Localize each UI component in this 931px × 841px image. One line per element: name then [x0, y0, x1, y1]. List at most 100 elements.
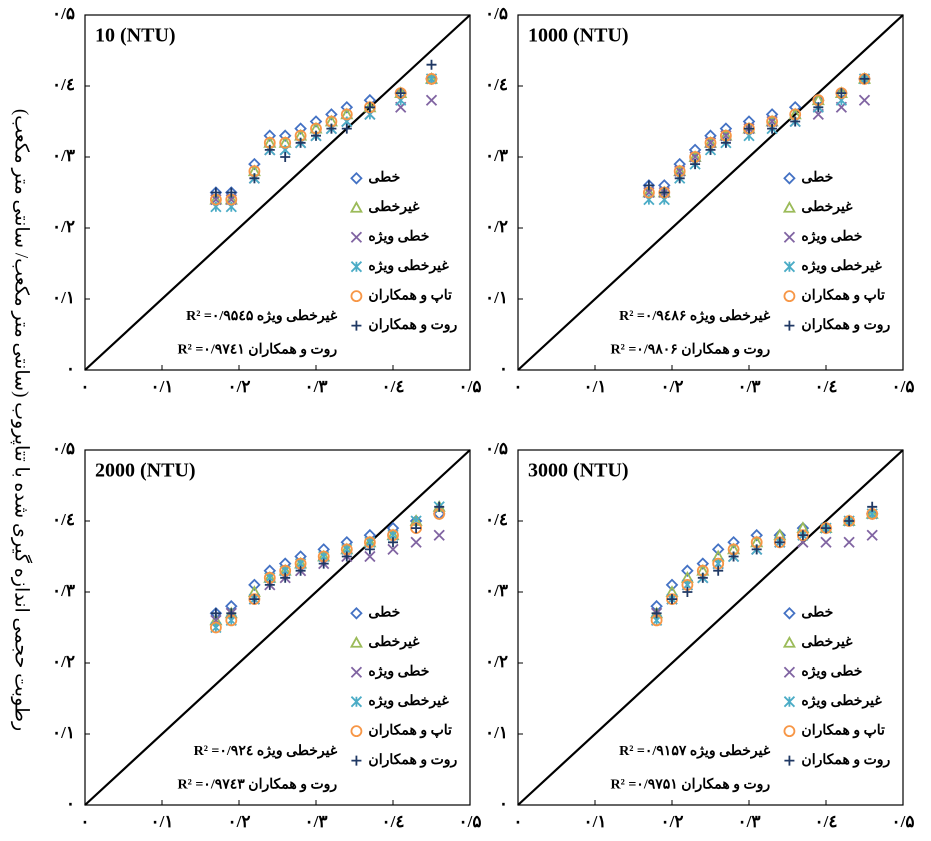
data-point [295, 137, 306, 148]
legend-label: خطی ویژه [368, 664, 429, 679]
subplot: ۰ ۰/۱ ۰/۲ ۰/۳ ۰/٤ ۰/۵ ۰ ۰/۱ ۰/۲ ۰/۳ ۰/٤ ۰/۵ 1000 (NT… [485, 4, 915, 396]
legend-label: تاپ و همکاران [368, 722, 452, 738]
legend-label: خطی [801, 606, 833, 621]
y-tick-label: ۰/٤ [52, 75, 75, 94]
legend-label: غیرخطی ویژه [801, 694, 882, 709]
x-tick-label: ۰/۲ [228, 812, 251, 831]
data-point [410, 536, 422, 548]
x-tick-label: ۰ [513, 377, 522, 396]
data-point [866, 529, 878, 541]
data-point [867, 501, 878, 512]
data-point [859, 73, 870, 84]
data-point [673, 157, 686, 171]
data-point [789, 108, 802, 121]
x-tick-label: ۰/۳ [305, 812, 328, 831]
legend-label: غیرخطی [801, 635, 853, 650]
x-tick-label: ۰/۵ [459, 812, 482, 831]
subplot-title: 3000 (NTU) [528, 460, 629, 482]
data-point [280, 572, 291, 583]
data-point [750, 536, 763, 549]
legend-label: غیرخطی [368, 200, 420, 215]
data-point [719, 122, 733, 135]
legend-marker [783, 290, 796, 302]
annotation: روت و همکاران R² =۰/۹۷۵۱ [611, 777, 771, 793]
data-point [720, 129, 732, 142]
data-point [711, 543, 725, 556]
data-point [263, 136, 276, 149]
data-point [340, 108, 353, 121]
data-point [720, 137, 731, 148]
y-tick-label: ۰/۱ [52, 723, 75, 742]
legend-label: روت و همکاران [801, 752, 890, 768]
data-point [704, 136, 717, 149]
annotation: غیرخطی ویژه R² =۰/۹۲٤ [194, 744, 338, 759]
data-point [690, 159, 701, 170]
legend-marker [783, 231, 796, 243]
x-tick-label: ۰ [80, 812, 89, 831]
y-tick-label: ۰/۳ [52, 146, 75, 165]
one-to-one-line [517, 449, 904, 806]
data-point [727, 543, 740, 556]
data-point [433, 529, 445, 541]
x-tick-label: ۰/٤ [815, 377, 838, 396]
data-point [364, 102, 375, 113]
data-point [225, 193, 238, 206]
data-point [395, 88, 406, 99]
y-tick-label: ۰/٤ [485, 75, 508, 94]
y-axis-label: رطوبت حجمی اندازه گیری شده با تتاپروب (س… [11, 109, 34, 731]
data-point [309, 115, 323, 128]
data-point [696, 557, 710, 570]
data-point [696, 564, 709, 577]
data-point [659, 187, 670, 198]
data-point [326, 123, 337, 134]
legend-label: خطی ویژه [368, 229, 429, 244]
data-point [311, 130, 321, 141]
data-point [248, 578, 261, 592]
plot-frame [84, 449, 471, 806]
y-tick-label: ۰/۵ [52, 439, 75, 458]
legend-marker [350, 172, 363, 185]
legend-marker [783, 607, 796, 620]
data-point [812, 94, 825, 107]
data-point [411, 523, 422, 534]
x-tick-label: ۰/۳ [738, 812, 761, 831]
data-point [705, 144, 716, 155]
data-point [294, 122, 307, 135]
data-point [279, 564, 292, 577]
data-point [210, 608, 221, 619]
data-point [263, 571, 276, 584]
data-point [697, 572, 708, 583]
data-point [689, 151, 702, 163]
data-point [813, 102, 824, 113]
data-point [340, 543, 353, 556]
subplot: ۰ ۰/۱ ۰/۲ ۰/۳ ۰/٤ ۰/۵ ۰ ۰/۱ ۰/۲ ۰/۳ ۰/٤ ۰/۵ 10 (NTU)… [52, 4, 482, 396]
x-tick-label: ۰/۵ [892, 377, 915, 396]
data-point [704, 129, 717, 142]
y-tick-label: ۰ [499, 794, 508, 813]
legend-marker [782, 200, 796, 213]
y-tick-label: ۰/۵ [485, 439, 508, 458]
x-tick-label: ۰/۱ [151, 377, 174, 396]
legend-marker [783, 261, 796, 273]
data-point [341, 123, 352, 134]
data-point [317, 550, 330, 563]
data-point [263, 129, 277, 142]
data-point [673, 165, 686, 178]
legend-label: خطی ویژه [801, 229, 862, 244]
x-tick-label: ۰/٤ [815, 812, 838, 831]
data-point [836, 88, 847, 99]
data-point [280, 152, 291, 162]
x-tick-label: ۰/۱ [584, 812, 607, 831]
data-point [766, 115, 779, 128]
legend-marker [783, 696, 796, 708]
legend-marker [351, 320, 362, 331]
subplot: ۰ ۰/۱ ۰/۲ ۰/۳ ۰/٤ ۰/۵ ۰ ۰/۱ ۰/۲ ۰/۳ ۰/٤ ۰/۵ 2000 (NT… [52, 439, 482, 831]
x-tick-label: ۰/٤ [382, 812, 405, 831]
data-point [727, 536, 740, 549]
y-tick-label: ۰/٤ [52, 510, 75, 529]
annotation: غیرخطی ویژه R² =۰/۹٤۸۶ [619, 309, 771, 324]
data-point [387, 543, 399, 556]
annotation: روت و همکاران R² =۰/۹۸۰۶ [611, 342, 771, 358]
data-point [643, 180, 654, 191]
